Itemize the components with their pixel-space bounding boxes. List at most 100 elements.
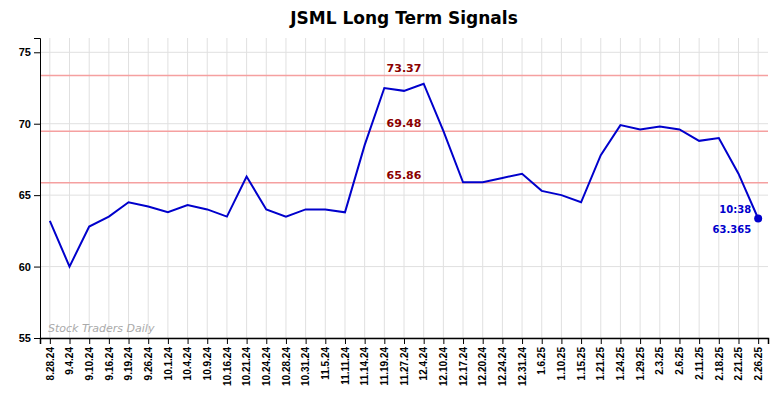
grid	[40, 38, 768, 338]
x-tick: 12.10.24	[438, 338, 449, 386]
grid-line-x	[443, 38, 444, 338]
x-tick-label: 2.21.25	[733, 347, 744, 381]
x-tick-label: 2.6.25	[674, 347, 685, 375]
x-tick: 12.17.24	[458, 338, 469, 386]
grid-line-x	[187, 38, 188, 338]
y-tick-label: 75	[19, 46, 31, 58]
x-tick-label: 1.10.25	[556, 347, 567, 381]
grid-line-x	[600, 38, 601, 338]
x-tick-mark	[660, 338, 661, 344]
x-tick: 2.18.25	[714, 338, 725, 380]
grid-line-y	[40, 52, 768, 53]
marks	[40, 76, 768, 267]
x-tick-mark	[188, 338, 189, 344]
grid-line-y	[40, 195, 768, 196]
plot: Stock Traders Daily55606570758.28.249.4.…	[19, 38, 769, 386]
last-point	[754, 215, 762, 223]
x-tick-mark	[719, 338, 720, 344]
x-tick-label: 8.28.24	[45, 347, 56, 381]
x-tick: 1.29.25	[635, 338, 646, 380]
y-tick-mark	[34, 124, 40, 125]
grid-line-x	[246, 38, 247, 338]
x-tick-mark	[679, 338, 680, 344]
x-tick-label: 11.14.24	[359, 347, 370, 386]
x-tick-mark	[148, 338, 149, 344]
signal-line	[40, 130, 768, 132]
x-tick-mark	[70, 338, 71, 344]
grid-line-x	[659, 38, 660, 338]
x-tick: 1.10.25	[556, 338, 567, 380]
y-axis: 55 60 65 70 75	[19, 39, 41, 345]
x-tick-mark	[561, 338, 562, 344]
x-tick: 8.28.24	[45, 338, 56, 380]
grid-line-x	[502, 38, 503, 338]
y-tick: 65	[19, 189, 40, 201]
y-tick-label: 70	[19, 118, 31, 130]
chart: Stock Traders Daily55606570758.28.249.4.…	[0, 0, 784, 398]
x-tick: 11.27.24	[399, 338, 410, 385]
grid-line-y	[40, 266, 768, 267]
x-tick: 10.9.24	[202, 338, 213, 380]
x-tick-label: 11.19.24	[379, 347, 390, 386]
x-tick-label: 12.31.24	[517, 347, 528, 386]
x-tick: 9.19.24	[123, 338, 134, 380]
grid-line-x	[364, 38, 365, 338]
x-tick-label: 10.24.24	[261, 347, 272, 386]
x-tick-mark	[207, 338, 208, 344]
y-tick-label: 60	[19, 261, 31, 273]
grid-line-x	[49, 38, 50, 338]
grid-line-x	[167, 38, 168, 338]
grid-line-x	[561, 38, 562, 338]
x-tick: 10.28.24	[281, 338, 292, 386]
grid-line-x	[541, 38, 542, 338]
x-tick: 1.15.25	[576, 338, 587, 380]
x-tick-mark	[227, 338, 228, 344]
x-tick-label: 1.6.25	[536, 347, 547, 375]
x-tick-mark	[522, 338, 523, 344]
grid-line-x	[463, 38, 464, 338]
y-tick-mark	[34, 267, 40, 268]
y-tick-mark	[34, 338, 40, 339]
x-tick-label: 10.9.24	[202, 347, 213, 381]
x-tick-label: 2.18.25	[714, 347, 725, 381]
y-tick: 70	[19, 118, 40, 130]
grid-line-x	[718, 38, 719, 338]
y-tick-label: 65	[19, 189, 31, 201]
x-tick-label: 1.21.25	[595, 347, 606, 381]
grid-line-x	[305, 38, 306, 338]
x-tick: 1.6.25	[536, 338, 547, 375]
x-tick: 12.24.24	[497, 338, 508, 386]
x-tick-label: 9.4.24	[64, 347, 75, 375]
y-tick-mark	[34, 195, 40, 196]
x-tick-mark	[738, 338, 739, 344]
x-tick-mark	[601, 338, 602, 344]
grid-line-x	[522, 38, 523, 338]
grid-line-x	[148, 38, 149, 338]
grid-line-x	[285, 38, 286, 338]
x-tick-label: 2.11.25	[694, 347, 705, 380]
grid-line-x	[325, 38, 326, 338]
grid-line-x	[69, 38, 70, 338]
x-tick: 11.5.24	[320, 338, 331, 380]
x-tick-label: 9.19.24	[123, 347, 134, 381]
x-tick: 2.21.25	[733, 338, 744, 380]
x-tick: 9.16.24	[104, 338, 115, 380]
y-tick-mark	[34, 52, 40, 53]
x-tick: 12.20.24	[477, 338, 488, 386]
x-tick-label: 10.1.24	[163, 347, 174, 381]
y-tick: 55	[19, 332, 40, 344]
x-tick-label: 12.4.24	[418, 347, 429, 381]
signal-label: 69.48	[387, 117, 422, 130]
last-point-time: 10:38	[719, 204, 751, 215]
grid-line-x	[266, 38, 267, 338]
x-tick: 12.31.24	[517, 338, 528, 386]
y-tick: 60	[19, 261, 40, 273]
x-tick: 11.19.24	[379, 338, 390, 385]
x-tick: 10.16.24	[222, 338, 233, 386]
x-tick-mark	[581, 338, 582, 344]
signal-line	[40, 75, 768, 77]
x-tick-label: 10.4.24	[182, 347, 193, 381]
x-tick-mark	[129, 338, 130, 344]
x-tick-label: 12.17.24	[458, 347, 469, 386]
last-point-value: 63.365	[713, 224, 752, 235]
